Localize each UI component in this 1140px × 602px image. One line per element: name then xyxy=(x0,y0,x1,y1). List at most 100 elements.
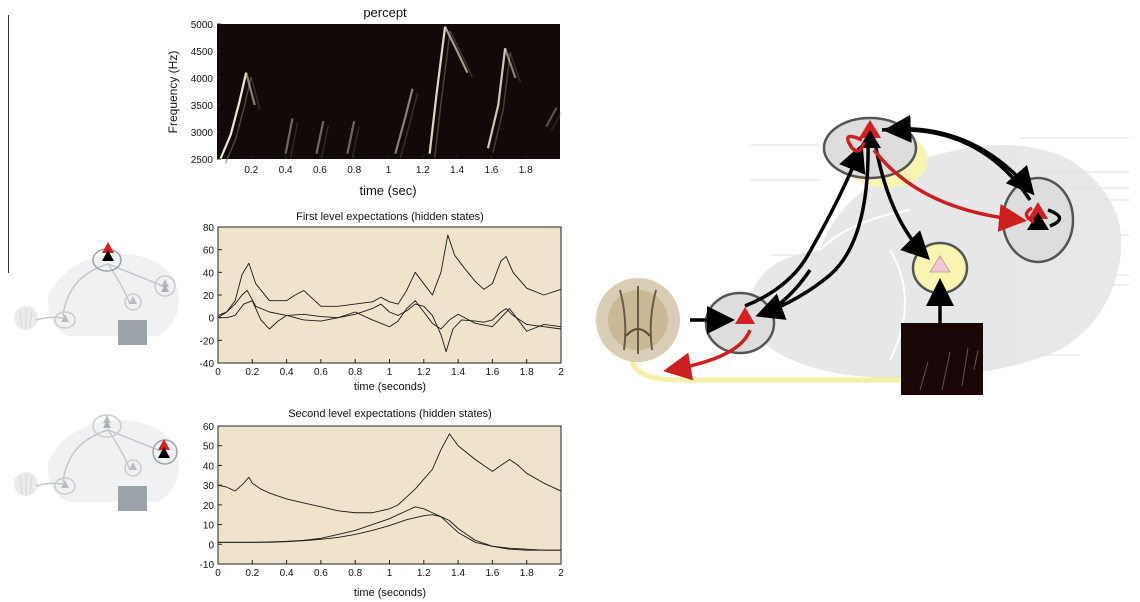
spectrogram-thumbnail-icon xyxy=(118,320,147,345)
error-arrows xyxy=(690,114,1062,334)
second-level-chart: Second level expectations (hidden states… xyxy=(200,408,565,599)
spectrogram-harmonic xyxy=(250,76,261,110)
spectrogram-stroke xyxy=(486,48,507,149)
spectrogram-harmonic xyxy=(550,111,563,132)
y-tick-label: 4500 xyxy=(191,47,214,58)
series-lines xyxy=(217,234,562,353)
error-neuron-icon xyxy=(102,250,114,261)
y-tick-label: 0 xyxy=(208,314,214,325)
faded-neuron-icon xyxy=(103,415,111,423)
prediction-neuron-icon xyxy=(735,307,755,324)
spectrogram-stroke xyxy=(504,47,517,79)
x-axis-label: time (seconds) xyxy=(354,587,426,599)
x-tick-labels: 0.2 0.4 0.6 0.8 1 1.2 1.4 1.6 1.8 xyxy=(244,155,533,176)
error-neuron-icon xyxy=(158,447,170,458)
faded-neuron-icon xyxy=(161,284,169,292)
x-axis-label: time (seconds) xyxy=(354,381,426,393)
spectrogram-stroke xyxy=(444,26,469,74)
y-tick-label: -20 xyxy=(200,336,215,347)
x-tick-label: 1.8 xyxy=(520,568,534,579)
spectrogram-thumbnail-icon xyxy=(118,486,147,511)
chart-title: First level expectations (hidden states) xyxy=(296,211,484,223)
x-tick-label: 1.6 xyxy=(485,568,499,579)
series-line-1 xyxy=(217,433,562,514)
y-tick-labels: -10 0 10 20 30 40 50 60 xyxy=(200,422,222,571)
spectrogram-stroke xyxy=(428,26,447,154)
y-tick-label: 40 xyxy=(203,268,215,279)
spectrogram-harmonic xyxy=(492,52,511,153)
y-tick-labels: 2500 3000 3500 4000 4500 5000 xyxy=(191,20,221,166)
spectrogram-thumbnail-icon xyxy=(901,323,983,395)
predictive-hierarchy-diagram xyxy=(596,114,1130,395)
x-tick-label: 1.6 xyxy=(485,367,499,378)
spectrogram-harmonic xyxy=(433,30,451,159)
x-tick-label: 0.4 xyxy=(280,568,294,579)
y-axis-label: Frequency (Hz) xyxy=(166,51,180,134)
level-two-node xyxy=(152,439,178,465)
x-tick-label: 0.6 xyxy=(314,568,328,579)
second-level-schematic xyxy=(14,414,179,511)
spectrogram-harmonic xyxy=(289,122,299,159)
spectrogram-area xyxy=(217,24,560,159)
y-tick-label: 3000 xyxy=(191,128,214,139)
syrinx-icon xyxy=(596,278,680,362)
spectrogram-stroke xyxy=(315,120,325,154)
x-tick-label: 0.2 xyxy=(244,165,258,176)
left-divider xyxy=(8,15,9,273)
brain-silhouette-icon xyxy=(47,254,179,336)
y-tick-label: 30 xyxy=(203,481,215,492)
x-tick-label: 0.6 xyxy=(313,165,327,176)
y-tick-label: 5000 xyxy=(191,20,214,31)
faded-connections xyxy=(35,263,164,321)
y-tick-label: 3500 xyxy=(191,101,214,112)
chart-title: percept xyxy=(363,5,407,20)
x-tick-label: 1 xyxy=(387,367,393,378)
faded-neuron-icon xyxy=(129,296,137,304)
prediction-neuron-icon xyxy=(102,242,114,253)
spectrogram-harmonic xyxy=(224,76,252,164)
x-tick-label: 1 xyxy=(387,568,393,579)
x-tick-label: 2 xyxy=(558,568,564,579)
auditory-node xyxy=(124,459,142,477)
auditory-node xyxy=(124,293,142,311)
series-line-3 xyxy=(218,300,562,332)
series-line-2 xyxy=(217,290,562,353)
spectrogram-stroke xyxy=(219,72,248,160)
x-tick-labels: 0 0.2 0.4 0.6 0.8 1 1.2 1.4 1.6 1.8 2 xyxy=(215,560,564,579)
series-line-3 xyxy=(218,514,561,551)
x-tick-label: 1.4 xyxy=(451,367,465,378)
spectrogram-stroke xyxy=(346,120,356,154)
y-tick-label: 20 xyxy=(203,291,215,302)
spectrogram-stroke xyxy=(545,107,558,128)
y-tick-label: 20 xyxy=(203,501,215,512)
x-tick-label: 1.2 xyxy=(417,367,431,378)
prediction-neuron-icon xyxy=(158,439,170,450)
x-tick-label: 1.2 xyxy=(416,165,430,176)
x-tick-label: 1.4 xyxy=(451,568,465,579)
x-tick-label: 0.4 xyxy=(280,367,294,378)
y-tick-label: 4000 xyxy=(191,74,214,85)
spectrogram-stroke xyxy=(394,88,414,154)
syrinx-icon xyxy=(14,306,38,330)
spectrogram-harmonic xyxy=(449,30,474,78)
x-tick-labels: 0 0.2 0.4 0.6 0.8 1 1.2 1.4 1.6 1.8 2 xyxy=(215,359,564,378)
y-tick-label: 10 xyxy=(203,521,215,532)
spectrogram-harmonic xyxy=(399,92,419,159)
y-tick-label: 0 xyxy=(208,540,214,551)
series-line-1 xyxy=(217,234,562,316)
spectrogram-harmonic xyxy=(320,125,330,159)
x-tick-label: 0.8 xyxy=(348,568,362,579)
plot-area xyxy=(217,226,562,364)
faded-neuron-icon xyxy=(61,314,69,322)
x-tick-label: 0.6 xyxy=(314,367,328,378)
prediction-neuron-icon xyxy=(1028,202,1048,219)
y-tick-label: -40 xyxy=(200,359,215,370)
y-tick-label: -10 xyxy=(200,560,215,571)
motor-node xyxy=(54,311,76,329)
spectrogram-stroke xyxy=(284,118,294,154)
x-tick-label: 0.4 xyxy=(279,165,293,176)
x-tick-label: 1.8 xyxy=(520,367,534,378)
first-level-chart: First level expectations (hidden states)… xyxy=(200,211,565,393)
x-tick-label: 1.6 xyxy=(484,165,498,176)
error-neuron-icon xyxy=(1027,212,1049,230)
